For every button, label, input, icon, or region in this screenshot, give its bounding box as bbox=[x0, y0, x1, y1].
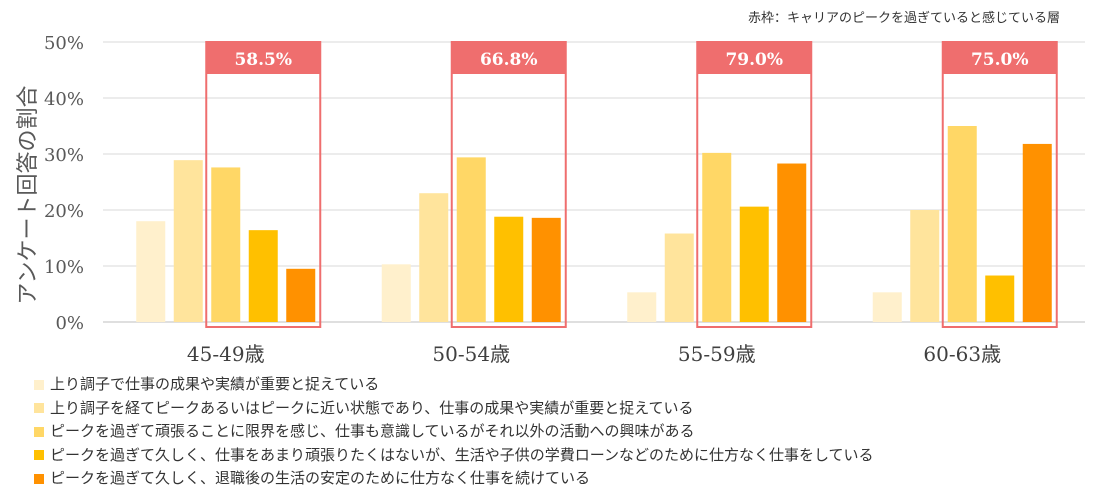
bar-3 bbox=[947, 126, 977, 322]
x-tick-label: 50-54歳 bbox=[432, 342, 510, 366]
bar-1 bbox=[381, 264, 411, 322]
legend-swatch bbox=[34, 473, 44, 484]
bar-4 bbox=[494, 216, 524, 322]
bar-3 bbox=[211, 167, 241, 322]
bar-5 bbox=[777, 163, 807, 322]
bar-3 bbox=[456, 157, 486, 322]
bar-1 bbox=[627, 292, 657, 322]
x-tick-label: 55-59歳 bbox=[678, 342, 756, 366]
legend-label: ピークを過ぎて久しく、退職後の生活の安定のために仕方なく仕事を続けている bbox=[50, 469, 591, 487]
highlight-label-bg bbox=[206, 42, 321, 74]
bar-4 bbox=[985, 275, 1015, 322]
highlight-percent-label: 66.8% bbox=[480, 50, 538, 70]
highlight-percent-label: 79.0% bbox=[725, 50, 783, 70]
bar-4 bbox=[248, 230, 278, 322]
x-tick-label: 45-49歳 bbox=[187, 342, 265, 366]
bar-5 bbox=[1022, 143, 1052, 322]
legend-label: ピークを過ぎて頑張ることに限界を感じ、仕事も意識しているがそれ以外の活動への興味… bbox=[50, 422, 695, 440]
bar-3 bbox=[702, 152, 732, 322]
bar-1 bbox=[872, 292, 902, 322]
legend-label: ピークを過ぎて久しく、仕事をあまり頑張りたくはないが、生活や子供の学費ローンなど… bbox=[50, 445, 874, 464]
highlight-label-bg bbox=[697, 42, 812, 74]
bar-2 bbox=[910, 210, 940, 322]
x-tick-label: 60-63歳 bbox=[923, 342, 1001, 366]
highlight-percent-label: 58.5% bbox=[234, 50, 292, 70]
legend-swatch bbox=[34, 426, 44, 437]
legend-swatch bbox=[34, 379, 44, 390]
y-tick-label: 20% bbox=[44, 201, 84, 222]
bar-2 bbox=[419, 193, 449, 322]
legend-label: 上り調子で仕事の成果や実績が重要と捉えている bbox=[50, 375, 380, 393]
bar-1 bbox=[136, 221, 166, 322]
legend-swatch bbox=[34, 403, 44, 414]
bar-5 bbox=[531, 217, 561, 322]
y-tick-label: 50% bbox=[44, 33, 84, 54]
highlight-percent-label: 75.0% bbox=[971, 50, 1029, 70]
legend: 上り調子で仕事の成果や実績が重要と捉えている上り調子を経てピークあるいはピークに… bbox=[34, 373, 874, 491]
y-axis-label: アンケート回答の割合 bbox=[16, 85, 41, 304]
y-tick-label: 40% bbox=[44, 89, 84, 110]
highlight-note: 赤枠：キャリアのピークを過ぎていると感じている層 bbox=[748, 10, 1060, 26]
y-tick-label: 10% bbox=[44, 257, 84, 278]
legend-swatch bbox=[34, 450, 44, 461]
highlight-label-bg bbox=[942, 42, 1057, 74]
legend-item: 上り調子で仕事の成果や実績が重要と捉えている bbox=[34, 373, 874, 397]
legend-item: ピークを過ぎて久しく、退職後の生活の安定のために仕方なく仕事を続けている bbox=[34, 467, 874, 491]
legend-item: ピークを過ぎて久しく、仕事をあまり頑張りたくはないが、生活や子供の学費ローンなど… bbox=[34, 444, 874, 468]
bar-5 bbox=[286, 268, 316, 322]
bar-chart: 0% 10% 20% 30% 40% 50% 45-49歳 50-54歳 55-59歳 60-63… bbox=[16, 10, 1085, 366]
bar-4 bbox=[739, 206, 769, 322]
y-tick-label: 0% bbox=[55, 313, 84, 334]
legend-item: 上り調子を経てピークあるいはピークに近い状態であり、仕事の成果や実績が重要と捉え… bbox=[34, 397, 874, 421]
bar-2 bbox=[173, 160, 203, 322]
legend-label: 上り調子を経てピークあるいはピークに近い状態であり、仕事の成果や実績が重要と捉え… bbox=[50, 398, 694, 417]
y-tick-label: 30% bbox=[44, 145, 84, 166]
legend-item: ピークを過ぎて頑張ることに限界を感じ、仕事も意識しているがそれ以外の活動への興味… bbox=[34, 420, 874, 444]
highlight-label-bg bbox=[451, 42, 566, 74]
bar-2 bbox=[664, 233, 694, 322]
